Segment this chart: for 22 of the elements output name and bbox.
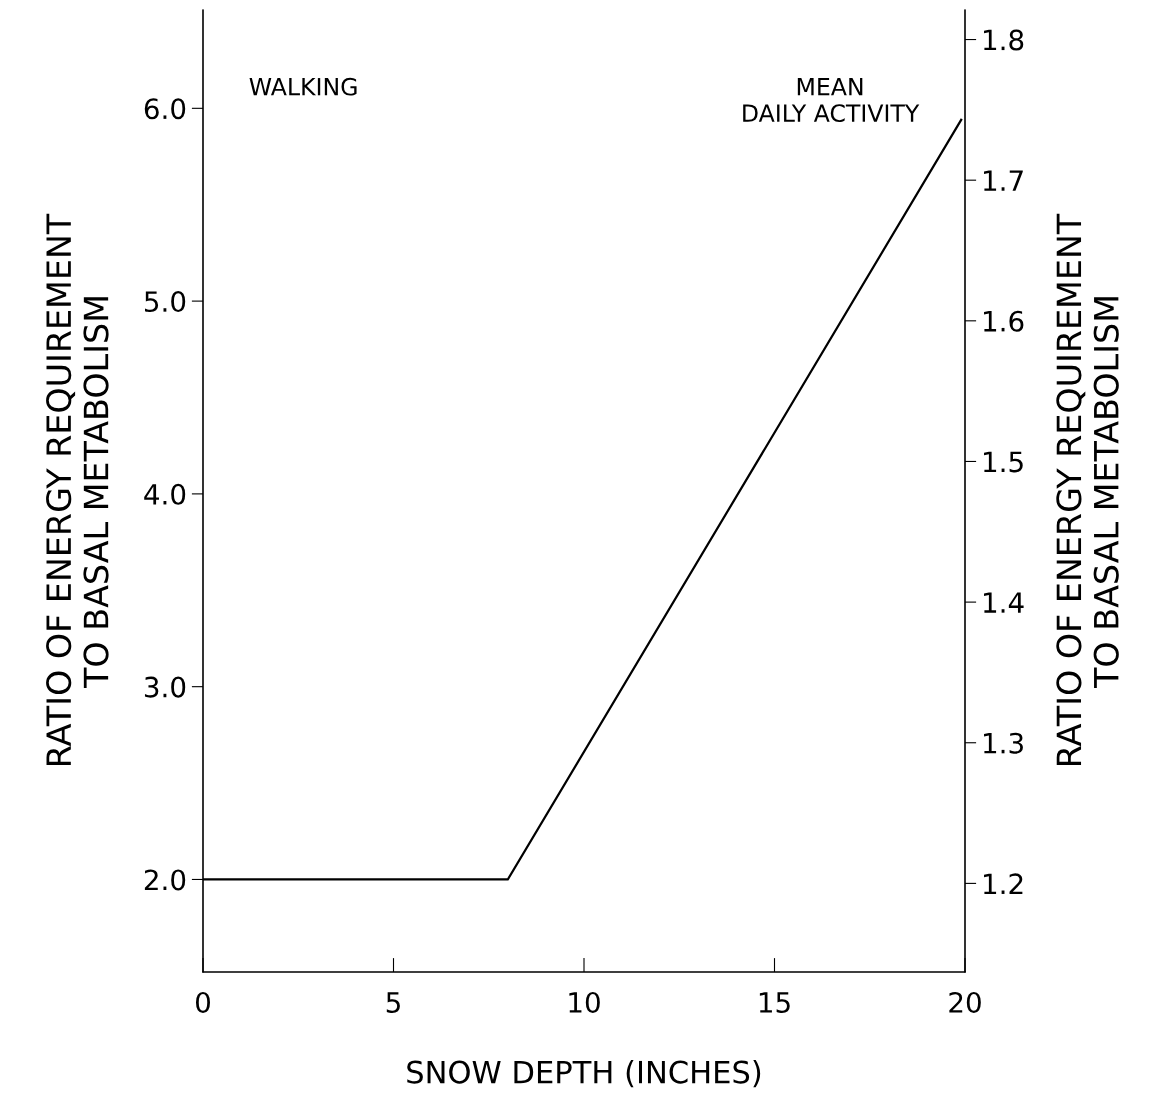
x-axis-title: SNOW DEPTH (INCHES) <box>407 1060 761 1088</box>
y2-tick-label: 1.6 <box>984 310 1024 332</box>
x-tick-label: 10 <box>569 991 600 1013</box>
x-tick-label: 20 <box>949 991 981 1013</box>
y-tick-label: 5.0 <box>145 291 186 313</box>
y2-tick-label: 1.4 <box>984 592 1024 613</box>
y2-tick-label: 1.5 <box>984 451 1023 473</box>
y2-tick-label: 1.8 <box>984 29 1024 51</box>
y-tick-label: 6.0 <box>144 98 186 120</box>
y-tick-label: 3.0 <box>144 676 186 698</box>
x-tick-label: 5 <box>386 992 400 1013</box>
y-tick-label: 2.0 <box>144 869 186 891</box>
x-tick-label: 15 <box>759 992 790 1013</box>
y2-tick-label: 1.7 <box>984 170 1023 191</box>
annotation: WALKING <box>249 77 357 96</box>
x-tick-label: 0 <box>195 991 210 1013</box>
y2-tick-label: 1.3 <box>984 732 1023 754</box>
y2-tick-label: 1.2 <box>984 873 1023 894</box>
y-tick-label: 4.0 <box>144 483 186 505</box>
y-axis-title: RATIO OF ENERGY REQUIREMENT TO BASAL METABOLISM <box>46 213 109 765</box>
annotation: MEAN DAILY ACTIVITY <box>743 78 920 123</box>
y2-axis-title: RATIO OF ENERGY REQUIREMENT TO BASAL METABOLISM <box>1056 213 1119 765</box>
